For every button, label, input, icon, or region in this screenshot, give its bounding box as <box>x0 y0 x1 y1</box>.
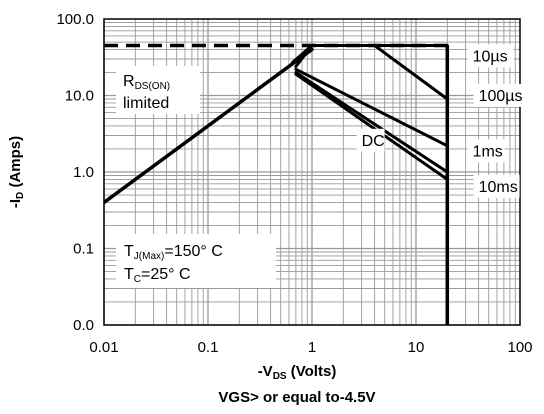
rds-limit-line <box>104 47 314 205</box>
series-label-bg <box>467 139 505 163</box>
series-label: 10µs <box>473 48 508 65</box>
series-labels: 10µs 100µs 1ms 10ms DC <box>356 44 529 198</box>
y-tick-label: 0.1 <box>73 241 94 258</box>
series-label-bg <box>473 83 529 107</box>
series-line-dc <box>294 72 449 181</box>
plot-frame <box>103 18 521 326</box>
x-tick-label: 1 <box>308 339 316 356</box>
x-tick-label: 100 <box>507 339 532 356</box>
series-label-bg <box>356 128 385 152</box>
y-tick-label: 10.0 <box>65 88 94 105</box>
series-label-bg <box>467 44 514 68</box>
series-line-1ms <box>294 67 449 148</box>
y-tick-label: 100.0 <box>56 11 94 28</box>
y-axis-title: -ID (Amps) <box>7 136 26 208</box>
x-tick-label: 0.1 <box>198 339 219 356</box>
x-axis-title: -VDS (Volts) <box>258 363 337 382</box>
condition-tc: TC=25° C <box>124 266 191 285</box>
series-label: DC <box>362 133 385 150</box>
rds-label-line2: limited <box>123 95 169 112</box>
condition-tj: TJ(Max)=150° C <box>124 243 223 262</box>
series-line-10ms <box>294 71 449 174</box>
x-tick-label: 0.01 <box>89 339 118 356</box>
conditions-box <box>116 234 276 288</box>
series-label: 10ms <box>479 179 518 196</box>
chart-caption: VGS> or equal to-4.5V <box>218 389 375 406</box>
series-line-10s <box>291 44 449 325</box>
rds-label: RDS(ON) <box>123 73 170 92</box>
series-label: 1ms <box>473 143 503 160</box>
y-tick-label: 1.0 <box>73 164 94 181</box>
rds-label-box <box>116 66 200 114</box>
series-line-100s <box>294 44 449 101</box>
y-tick-label: 0.0 <box>73 317 94 334</box>
x-tick-label: 10 <box>408 339 425 356</box>
curves <box>104 43 450 325</box>
series-label-bg <box>473 174 520 198</box>
series-label: 100µs <box>479 88 523 105</box>
tick-labels: 0.01 0.1 1 10 100 100.0 10.0 1.0 0.1 0.0 <box>56 11 532 356</box>
